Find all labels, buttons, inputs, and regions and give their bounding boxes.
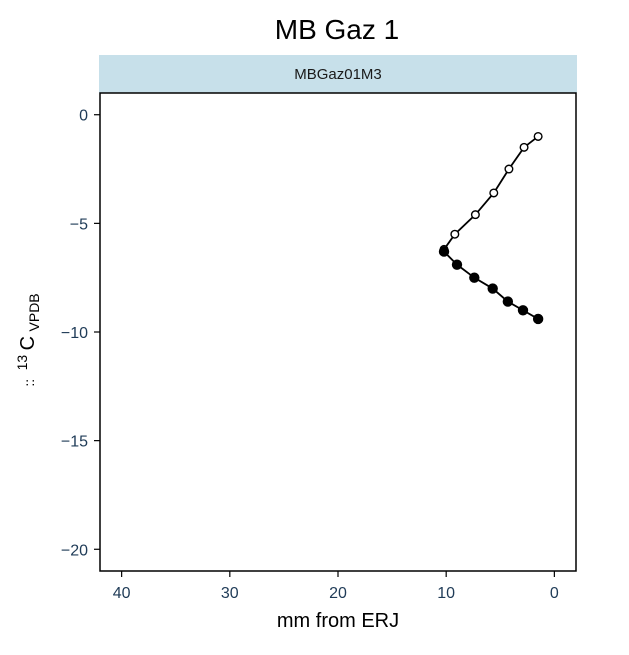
data-point-filled [451,259,463,270]
x-tick-label: 40 [113,585,131,602]
data-point-open [489,188,499,198]
y-tick-label: −20 [61,542,88,559]
x-tick-label: 20 [329,585,347,602]
y-tick-label: 0 [79,108,88,125]
x-tick-label: 0 [550,585,559,602]
data-point-open [519,142,529,152]
data-point-filled [438,246,450,257]
data-point-filled [532,313,544,325]
data-point-filled [487,283,498,294]
data-point-open [450,229,460,239]
facet-label: MBGaz01M3 [294,66,382,83]
chart-title: MB Gaz 1 [275,14,399,45]
data-point-filled [502,296,514,307]
x-axis-title: mm from ERJ [277,610,399,632]
data-point-filled [469,272,480,283]
plot-area: 40 30 20 10 0 0 −5 −10 −15 −20 [61,92,577,602]
y-axis-title: :: 13 C VPDB [14,293,42,386]
y-tick-label: −10 [61,325,88,342]
x-tick-label: 30 [221,585,239,602]
x-tick-label: 10 [437,585,455,602]
y-axis-prefix: :: [21,379,37,387]
y-axis-subscript: VPDB [26,293,42,331]
data-point-open [504,164,514,174]
y-axis-title-text: :: 13 C VPDB [14,293,42,386]
y-axis-main: C [17,336,39,350]
y-axis-superscript: 13 [14,355,30,371]
data-point-open [533,131,543,141]
plot-panel [99,92,577,572]
facet-strip [99,55,577,93]
y-tick-label: −15 [61,434,88,451]
data-point-filled [517,305,529,316]
data-point-open [470,210,480,220]
y-tick-label: −5 [70,216,88,233]
